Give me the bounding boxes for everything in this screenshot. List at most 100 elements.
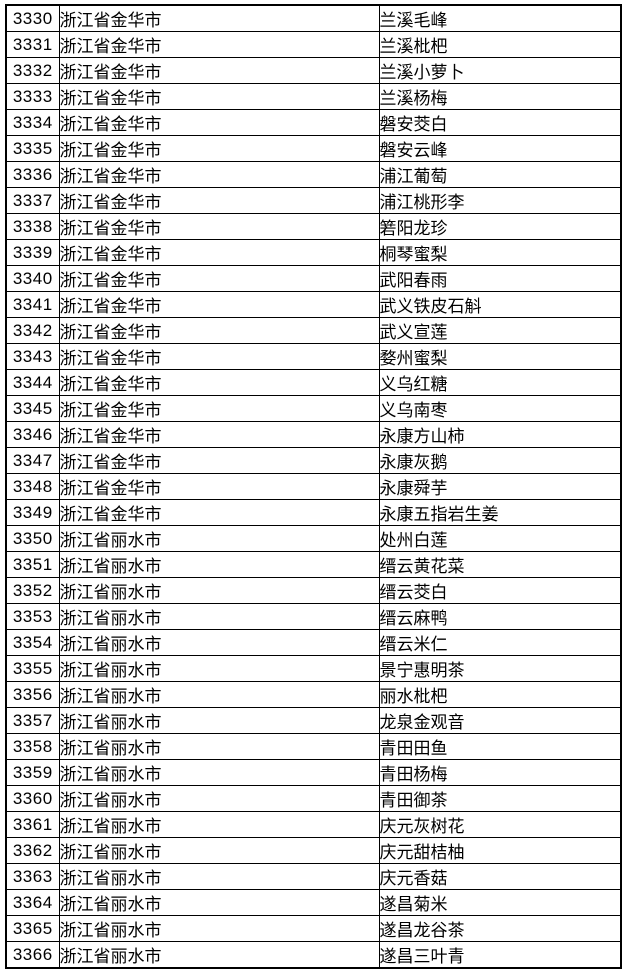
- product-name-cell: 遂昌菊米: [378, 889, 622, 916]
- region-cell: 浙江省丽水市: [58, 681, 380, 708]
- table-row: 3350 浙江省丽水市 处州白莲: [5, 525, 622, 552]
- table-row: 3366 浙江省丽水市 遂昌三叶青: [5, 941, 622, 969]
- row-number-cell: 3339: [5, 239, 60, 266]
- table-row: 3358 浙江省丽水市 青田田鱼: [5, 733, 622, 760]
- product-name-cell: 庆元甜桔柚: [378, 837, 622, 864]
- product-name-cell: 永康五指岩生姜: [378, 499, 622, 526]
- row-number-cell: 3346: [5, 421, 60, 448]
- product-name-cell: 景宁惠明茶: [378, 655, 622, 682]
- table-row: 3341 浙江省金华市 武义铁皮石斛: [5, 291, 622, 318]
- region-cell: 浙江省丽水市: [58, 577, 380, 604]
- region-cell: 浙江省丽水市: [58, 733, 380, 760]
- row-number-cell: 3360: [5, 785, 60, 812]
- products-table: 3330 浙江省金华市 兰溪毛峰 3331 浙江省金华市 兰溪枇杷 3332 浙江省金华市 兰溪…: [5, 4, 622, 969]
- table-row: 3348 浙江省金华市 永康舜芋: [5, 473, 622, 500]
- row-number-cell: 3344: [5, 369, 60, 396]
- product-name-cell: 桐琴蜜梨: [378, 239, 622, 266]
- row-number-cell: 3336: [5, 161, 60, 188]
- region-cell: 浙江省金华市: [58, 135, 380, 162]
- region-cell: 浙江省金华市: [58, 161, 380, 188]
- product-name-cell: 浦江桃形李: [378, 187, 622, 214]
- table-row: 3338 浙江省金华市 箬阳龙珍: [5, 213, 622, 240]
- table-row: 3330 浙江省金华市 兰溪毛峰: [5, 4, 622, 32]
- table-row: 3355 浙江省丽水市 景宁惠明茶: [5, 655, 622, 682]
- table-row: 3344 浙江省金华市 义乌红糖: [5, 369, 622, 396]
- row-number-cell: 3345: [5, 395, 60, 422]
- region-cell: 浙江省金华市: [58, 421, 380, 448]
- product-name-cell: 青田杨梅: [378, 759, 622, 786]
- row-number-cell: 3340: [5, 265, 60, 292]
- product-name-cell: 婺州蜜梨: [378, 343, 622, 370]
- product-name-cell: 龙泉金观音: [378, 707, 622, 734]
- product-name-cell: 处州白莲: [378, 525, 622, 552]
- table-row: 3340 浙江省金华市 武阳春雨: [5, 265, 622, 292]
- region-cell: 浙江省金华市: [58, 291, 380, 318]
- row-number-cell: 3343: [5, 343, 60, 370]
- row-number-cell: 3359: [5, 759, 60, 786]
- row-number-cell: 3353: [5, 603, 60, 630]
- table-row: 3337 浙江省金华市 浦江桃形李: [5, 187, 622, 214]
- row-number-cell: 3351: [5, 551, 60, 578]
- table-row: 3335 浙江省金华市 磐安云峰: [5, 135, 622, 162]
- product-name-cell: 磐安茭白: [378, 109, 622, 136]
- table-row: 3357 浙江省丽水市 龙泉金观音: [5, 707, 622, 734]
- table-row: 3360 浙江省丽水市 青田御茶: [5, 785, 622, 812]
- table-row: 3353 浙江省丽水市 缙云麻鸭: [5, 603, 622, 630]
- row-number-cell: 3366: [5, 941, 60, 969]
- row-number-cell: 3357: [5, 707, 60, 734]
- region-cell: 浙江省丽水市: [58, 759, 380, 786]
- table-row: 3349 浙江省金华市 永康五指岩生姜: [5, 499, 622, 526]
- region-cell: 浙江省金华市: [58, 239, 380, 266]
- table-row: 3331 浙江省金华市 兰溪枇杷: [5, 31, 622, 58]
- product-name-cell: 缙云黄花菜: [378, 551, 622, 578]
- row-number-cell: 3347: [5, 447, 60, 474]
- table-row: 3332 浙江省金华市 兰溪小萝卜: [5, 57, 622, 84]
- region-cell: 浙江省丽水市: [58, 811, 380, 838]
- product-name-cell: 箬阳龙珍: [378, 213, 622, 240]
- region-cell: 浙江省金华市: [58, 369, 380, 396]
- region-cell: 浙江省丽水市: [58, 551, 380, 578]
- region-cell: 浙江省金华市: [58, 265, 380, 292]
- product-name-cell: 义乌南枣: [378, 395, 622, 422]
- product-name-cell: 武义铁皮石斛: [378, 291, 622, 318]
- region-cell: 浙江省丽水市: [58, 603, 380, 630]
- product-name-cell: 浦江葡萄: [378, 161, 622, 188]
- product-name-cell: 丽水枇杷: [378, 681, 622, 708]
- region-cell: 浙江省丽水市: [58, 785, 380, 812]
- table-row: 3342 浙江省金华市 武义宣莲: [5, 317, 622, 344]
- row-number-cell: 3361: [5, 811, 60, 838]
- row-number-cell: 3337: [5, 187, 60, 214]
- region-cell: 浙江省金华市: [58, 57, 380, 84]
- product-name-cell: 缙云麻鸭: [378, 603, 622, 630]
- row-number-cell: 3358: [5, 733, 60, 760]
- product-name-cell: 兰溪杨梅: [378, 83, 622, 110]
- table-row: 3359 浙江省丽水市 青田杨梅: [5, 759, 622, 786]
- region-cell: 浙江省金华市: [58, 343, 380, 370]
- region-cell: 浙江省丽水市: [58, 655, 380, 682]
- region-cell: 浙江省丽水市: [58, 629, 380, 656]
- region-cell: 浙江省金华市: [58, 395, 380, 422]
- table-row: 3362 浙江省丽水市 庆元甜桔柚: [5, 837, 622, 864]
- row-number-cell: 3363: [5, 863, 60, 890]
- region-cell: 浙江省金华市: [58, 83, 380, 110]
- product-name-cell: 武义宣莲: [378, 317, 622, 344]
- table-row: 3339 浙江省金华市 桐琴蜜梨: [5, 239, 622, 266]
- region-cell: 浙江省金华市: [58, 447, 380, 474]
- region-cell: 浙江省金华市: [58, 187, 380, 214]
- table-row: 3345 浙江省金华市 义乌南枣: [5, 395, 622, 422]
- product-name-cell: 青田田鱼: [378, 733, 622, 760]
- region-cell: 浙江省金华市: [58, 499, 380, 526]
- region-cell: 浙江省金华市: [58, 213, 380, 240]
- row-number-cell: 3341: [5, 291, 60, 318]
- region-cell: 浙江省丽水市: [58, 707, 380, 734]
- product-name-cell: 兰溪毛峰: [378, 4, 622, 32]
- product-name-cell: 义乌红糖: [378, 369, 622, 396]
- region-cell: 浙江省丽水市: [58, 889, 380, 916]
- row-number-cell: 3362: [5, 837, 60, 864]
- row-number-cell: 3364: [5, 889, 60, 916]
- product-name-cell: 遂昌三叶青: [378, 941, 622, 969]
- table-row: 3361 浙江省丽水市 庆元灰树花: [5, 811, 622, 838]
- table-row: 3347 浙江省金华市 永康灰鹅: [5, 447, 622, 474]
- table-row: 3352 浙江省丽水市 缙云茭白: [5, 577, 622, 604]
- row-number-cell: 3335: [5, 135, 60, 162]
